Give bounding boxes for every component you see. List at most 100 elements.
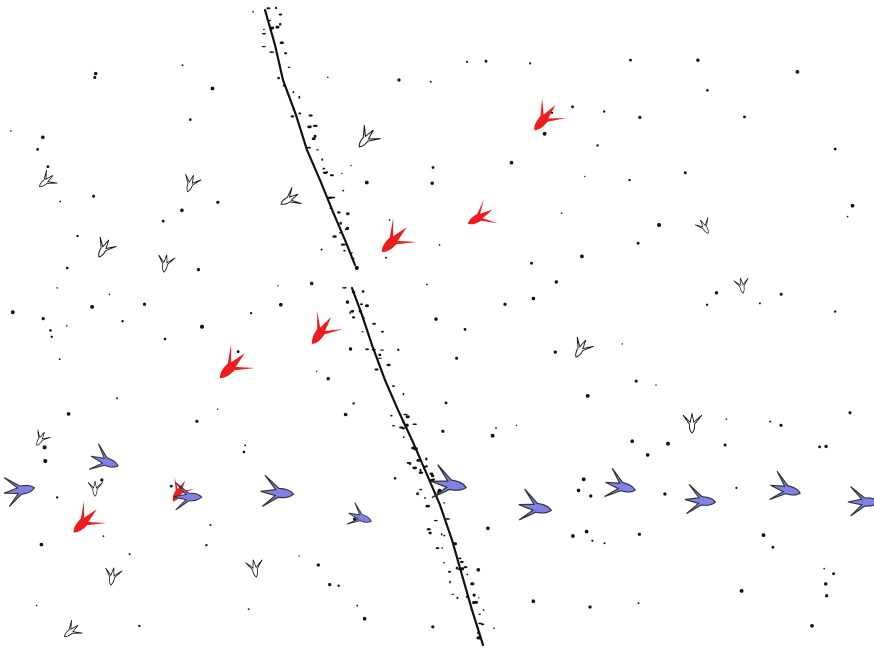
speck [298, 96, 300, 99]
speck [323, 168, 326, 170]
speck [491, 434, 495, 438]
speck [409, 462, 412, 465]
speck [696, 59, 699, 62]
speck [403, 414, 407, 416]
speck [200, 325, 204, 329]
speck [635, 380, 638, 383]
speck [381, 331, 384, 333]
speck [743, 116, 746, 119]
speck [331, 197, 335, 199]
speck [466, 596, 468, 598]
speck [429, 532, 432, 535]
speck [446, 518, 448, 520]
speck [684, 171, 687, 174]
speck [170, 485, 173, 488]
speck [638, 116, 641, 119]
speck [449, 581, 451, 584]
speck [663, 492, 666, 495]
speck [443, 535, 445, 537]
speck [276, 26, 280, 29]
speck [351, 258, 354, 260]
speck [762, 533, 766, 537]
speck [43, 445, 47, 449]
speck [638, 533, 641, 536]
speck [430, 81, 432, 83]
speck [341, 244, 346, 246]
speck [419, 472, 423, 474]
speck [586, 394, 590, 398]
speck [470, 609, 472, 611]
speck [580, 255, 584, 259]
speck [431, 625, 434, 628]
speck [472, 601, 475, 604]
speck [628, 179, 630, 181]
speck [392, 385, 395, 387]
speck [847, 216, 849, 218]
speck [397, 349, 399, 351]
speck [436, 547, 440, 549]
speck [56, 287, 58, 289]
speck [277, 285, 278, 286]
speck [217, 409, 218, 410]
speck [330, 207, 333, 209]
speck [637, 242, 640, 245]
speck [279, 303, 283, 307]
speck [321, 158, 323, 161]
speck [279, 14, 283, 16]
speck [551, 112, 553, 114]
speck [495, 427, 497, 429]
speck [283, 85, 286, 87]
speck [298, 112, 301, 114]
speck [715, 291, 718, 294]
speck [346, 212, 350, 215]
speck [244, 444, 246, 446]
speck [94, 72, 97, 75]
speck [588, 605, 591, 608]
speck [459, 558, 462, 560]
speck [596, 144, 598, 146]
speck [162, 220, 165, 223]
speck [262, 46, 266, 47]
speck [443, 562, 445, 563]
speck [164, 338, 167, 341]
speck [307, 147, 311, 149]
speck [585, 530, 589, 534]
speck [271, 27, 275, 30]
speck [397, 78, 400, 81]
speck [466, 574, 468, 576]
speck [740, 589, 744, 593]
speck [359, 310, 362, 313]
speck [780, 293, 783, 296]
speck [356, 605, 358, 607]
speck [466, 61, 468, 63]
speck [555, 280, 558, 283]
speck [456, 597, 458, 599]
speck [314, 135, 317, 138]
speck [584, 176, 585, 177]
speck [49, 329, 52, 332]
speck [432, 166, 435, 169]
speck [759, 302, 761, 304]
speck [510, 161, 514, 165]
speck [372, 323, 376, 325]
speck [726, 418, 728, 420]
speck [604, 542, 606, 544]
speck [248, 608, 250, 610]
trackway-map [0, 0, 874, 648]
speck [426, 284, 428, 286]
speck [529, 62, 531, 64]
speck [851, 204, 855, 208]
speck [291, 115, 295, 117]
speck [189, 118, 192, 121]
speck [486, 527, 490, 531]
speck [330, 174, 334, 176]
speck [56, 496, 58, 498]
speck [277, 77, 280, 80]
speck [66, 325, 68, 327]
speck [310, 282, 313, 285]
speck [280, 41, 284, 44]
speck [36, 148, 39, 151]
speck [59, 201, 61, 203]
speck [327, 377, 330, 380]
speck [464, 566, 468, 568]
